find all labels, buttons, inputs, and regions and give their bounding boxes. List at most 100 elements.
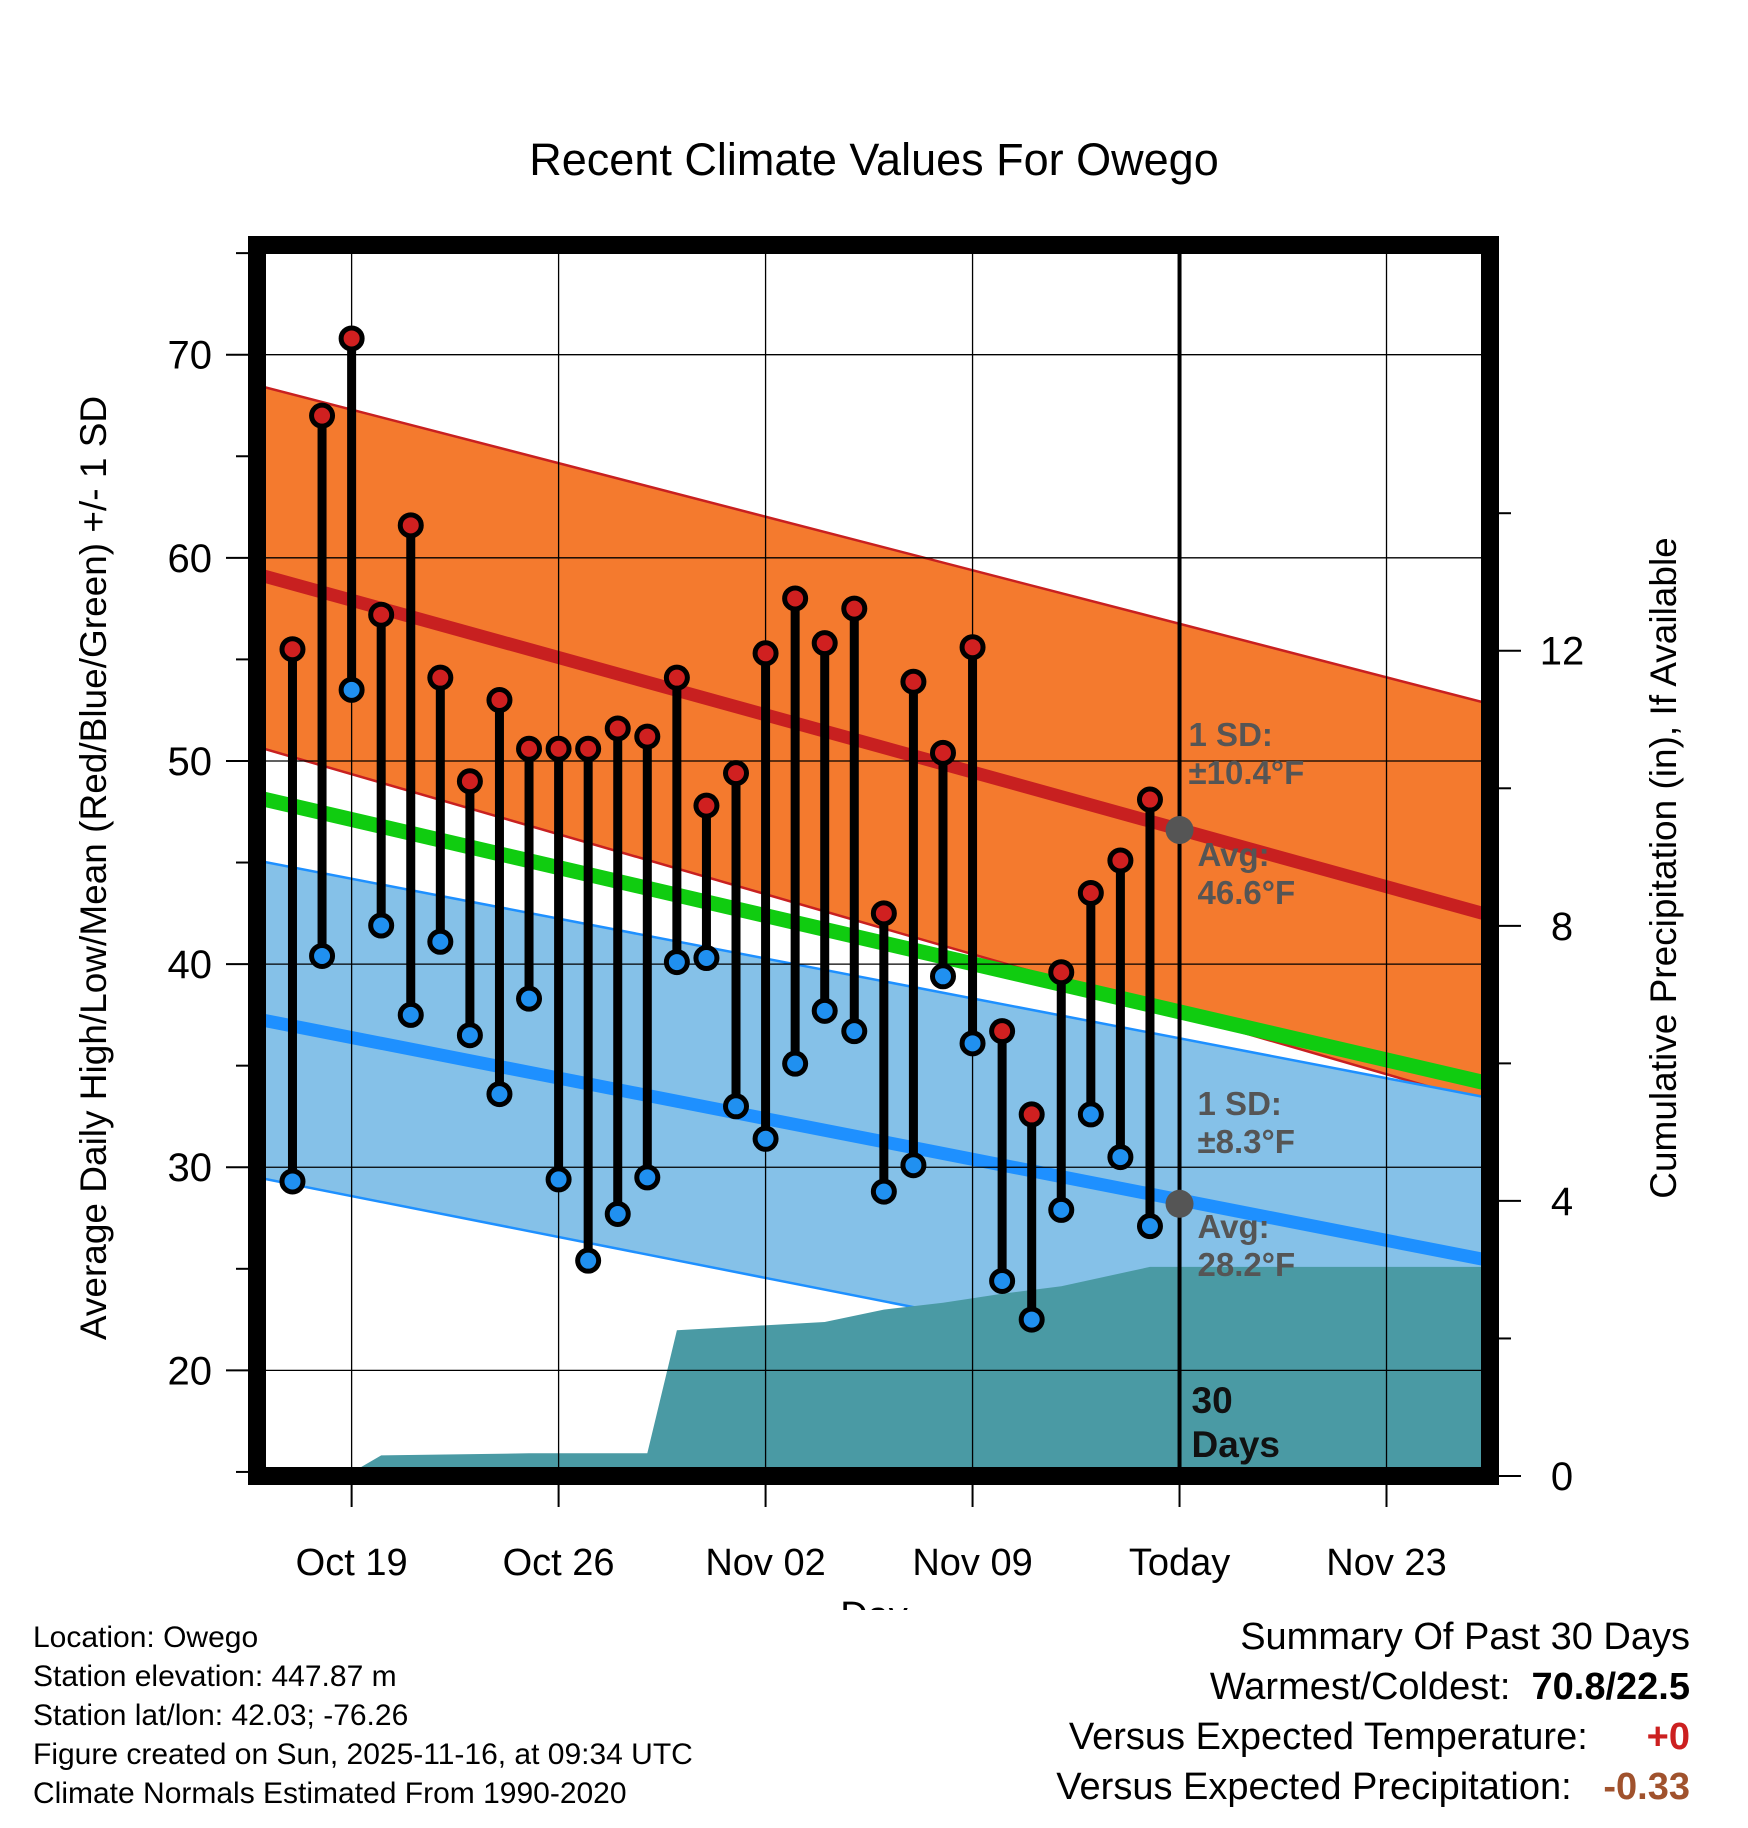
- x-tick-label: Nov 09: [912, 1542, 1032, 1584]
- low-avg-dot: [1165, 1189, 1194, 1218]
- y2-tick-label: 12: [1540, 630, 1585, 674]
- station-metadata: Location: Owego Station elevation: 447.8…: [33, 1618, 693, 1813]
- high-avg-dot: [1165, 816, 1194, 845]
- x-tick-label: Today: [1129, 1542, 1230, 1584]
- temp-label: Versus Expected Temperature:: [1068, 1716, 1588, 1758]
- warm-cold-value: 70.8/22.5: [1531, 1666, 1690, 1708]
- low-marker: [634, 1164, 661, 1191]
- high-normal-line: [257, 567, 1490, 922]
- daily-temperature-bars: [279, 325, 1163, 1333]
- high-marker: [1107, 847, 1134, 874]
- low-marker: [456, 1022, 483, 1049]
- high-marker: [841, 595, 868, 622]
- high-marker: [309, 402, 336, 429]
- high-marker: [989, 1018, 1016, 1045]
- high-sd-band-upper-edge: [257, 383, 1490, 706]
- precip-area: [262, 1266, 1490, 1476]
- high-marker: [1018, 1101, 1045, 1128]
- high-marker: [575, 735, 602, 762]
- y-tick-label: 60: [168, 537, 213, 581]
- high-marker: [870, 900, 897, 927]
- low-marker: [1048, 1196, 1075, 1223]
- high-marker: [427, 664, 454, 691]
- high-marker: [604, 715, 631, 742]
- low-normal-line: [257, 1012, 1490, 1268]
- low-sd-label: 1 SD: ±8.3°F: [1198, 1085, 1295, 1160]
- low-marker: [900, 1152, 927, 1179]
- high-marker: [752, 640, 779, 667]
- high-marker: [634, 723, 661, 750]
- y-tick-label: 70: [168, 334, 213, 378]
- high-marker: [811, 630, 838, 657]
- y2-tick-label: 8: [1551, 905, 1573, 949]
- precip-label: Versus Expected Precipitation:: [1056, 1766, 1572, 1808]
- created-text: Figure created on Sun, 2025-11-16, at 09…: [33, 1738, 693, 1771]
- y-tick-label: 40: [168, 943, 213, 987]
- y-tick-label: 30: [168, 1146, 213, 1190]
- mean-normal-line: [257, 790, 1490, 1092]
- low-marker: [989, 1267, 1016, 1294]
- location-text: Location: Owego: [33, 1621, 259, 1654]
- high-marker: [279, 636, 306, 663]
- low-avg-label-line: Avg:: [1198, 1208, 1270, 1245]
- low-marker: [752, 1125, 779, 1152]
- low-marker: [1077, 1101, 1104, 1128]
- high-marker: [486, 687, 513, 714]
- low-marker: [368, 912, 395, 939]
- low-marker: [516, 985, 543, 1012]
- high-marker: [368, 601, 395, 628]
- high-marker: [929, 739, 956, 766]
- high-marker: [663, 664, 690, 691]
- high-marker: [516, 735, 543, 762]
- low-marker: [397, 1001, 424, 1028]
- summary-panel: Summary Of Past 30 Days Warmest/Coldest:…: [1056, 1612, 1690, 1812]
- low-marker: [604, 1200, 631, 1227]
- high-marker: [1077, 880, 1104, 907]
- high-sd-band-lower-edge: [257, 745, 1490, 1106]
- summary-precip-row: Versus Expected Precipitation: -0.33: [1056, 1762, 1690, 1812]
- today-days-label: 30 Days: [1192, 1380, 1280, 1465]
- high-marker: [338, 325, 365, 352]
- high-avg-label-line: 46.6°F: [1198, 874, 1296, 911]
- high-marker: [456, 768, 483, 795]
- low-marker: [279, 1168, 306, 1195]
- y-axis-label: Average Daily High/Low/Mean (Red/Blue/Gr…: [73, 396, 114, 1340]
- low-marker: [309, 942, 336, 969]
- temp-value: +0: [1646, 1716, 1690, 1758]
- x-tick-label: Nov 23: [1326, 1542, 1446, 1584]
- summary-warm-cold-row: Warmest/Coldest: 70.8/22.5: [1056, 1662, 1690, 1712]
- low-sd-band-upper-edge: [257, 859, 1490, 1100]
- high-marker: [1136, 786, 1163, 813]
- summary-temp-row: Versus Expected Temperature: +0: [1056, 1712, 1690, 1762]
- low-avg-label-line: 28.2°F: [1198, 1246, 1296, 1283]
- low-marker: [1107, 1144, 1134, 1171]
- high-avg-label: Avg: 46.6°F: [1198, 836, 1296, 911]
- low-sd-label-line: ±8.3°F: [1198, 1123, 1295, 1160]
- precip-value: -0.33: [1603, 1766, 1690, 1808]
- high-sd-label-line: 1 SD:: [1189, 716, 1273, 753]
- y2-tick-label: 4: [1551, 1180, 1573, 1224]
- low-marker: [929, 963, 956, 990]
- chart-title: Recent Climate Values For Owego: [529, 134, 1218, 185]
- high-marker: [900, 668, 927, 695]
- low-marker: [959, 1030, 986, 1057]
- latlon-text: Station lat/lon: 42.03; -76.26: [33, 1699, 409, 1732]
- low-marker: [575, 1247, 602, 1274]
- plot-frame: [248, 236, 1499, 1485]
- low-sd-label-line: 1 SD:: [1198, 1085, 1282, 1122]
- low-marker: [427, 928, 454, 955]
- low-marker: [782, 1050, 809, 1077]
- high-sd-label: 1 SD: ±10.4°F: [1189, 716, 1305, 791]
- x-axis-label: Day: [840, 1595, 908, 1610]
- low-marker: [338, 676, 365, 703]
- high-sd-label-line: ±10.4°F: [1189, 754, 1305, 791]
- high-marker: [959, 634, 986, 661]
- today-days-label-line: Days: [1192, 1424, 1280, 1465]
- low-marker: [870, 1178, 897, 1205]
- low-marker: [723, 1093, 750, 1120]
- x-tick-label: Nov 02: [705, 1542, 825, 1584]
- low-marker: [1018, 1306, 1045, 1333]
- axes: 20 30 40 50 60 70 0 4 8 12 Oct 19 Oct 26 Nov 02 Nov 0…: [73, 236, 1684, 1584]
- high-avg-label-line: Avg:: [1198, 836, 1270, 873]
